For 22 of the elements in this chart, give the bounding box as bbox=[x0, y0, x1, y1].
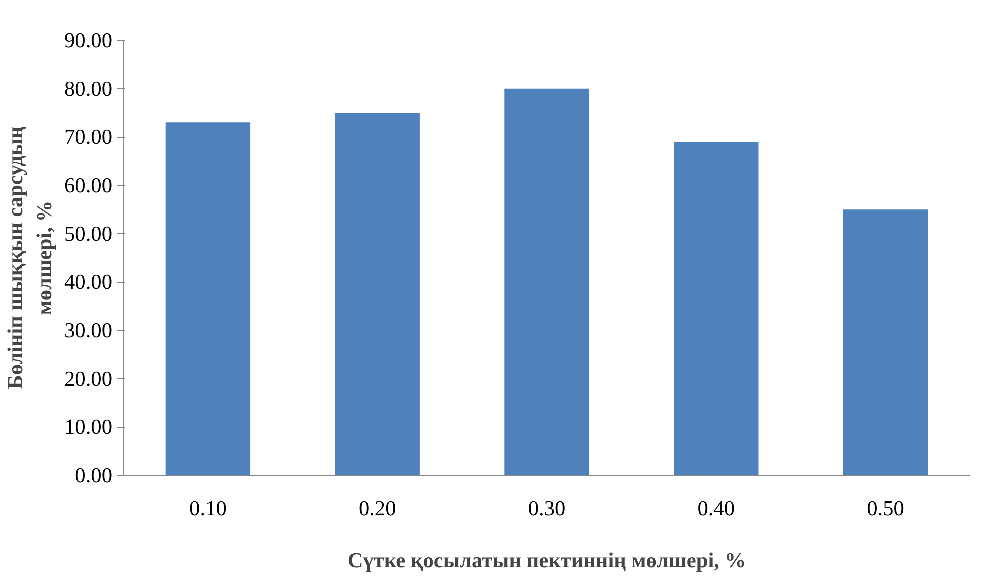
bar bbox=[674, 142, 759, 476]
bar bbox=[166, 122, 251, 476]
y-axis-title: Бөлініп шыққын сарсудың мөлшері, % bbox=[4, 126, 57, 390]
y-tick-label: 90.00 bbox=[64, 28, 113, 52]
y-tick-label: 0.00 bbox=[75, 464, 113, 488]
y-tick-label: 20.00 bbox=[64, 366, 113, 391]
bar bbox=[843, 210, 928, 476]
x-tick-label: 0.40 bbox=[698, 496, 736, 520]
y-tick-label: 50.00 bbox=[64, 222, 113, 246]
y-tick-label: 30.00 bbox=[64, 318, 113, 342]
y-tick-label: 10.00 bbox=[64, 415, 113, 440]
x-tick-label: 0.10 bbox=[190, 496, 227, 520]
y-tick-label: 70.00 bbox=[64, 125, 113, 150]
bar bbox=[504, 88, 590, 476]
y-tick-label: 60.00 bbox=[64, 174, 113, 198]
x-tick-label: 0.20 bbox=[358, 496, 396, 520]
x-tick-label: 0.30 bbox=[528, 496, 566, 520]
y-tick-label: 80.00 bbox=[64, 76, 113, 101]
x-axis-title: Сүтке қосылатын пектиннің мөлшері, % bbox=[348, 548, 746, 572]
bar bbox=[335, 113, 420, 476]
x-tick-label: 0.50 bbox=[867, 496, 904, 520]
y-tick-label: 40.00 bbox=[64, 270, 113, 294]
